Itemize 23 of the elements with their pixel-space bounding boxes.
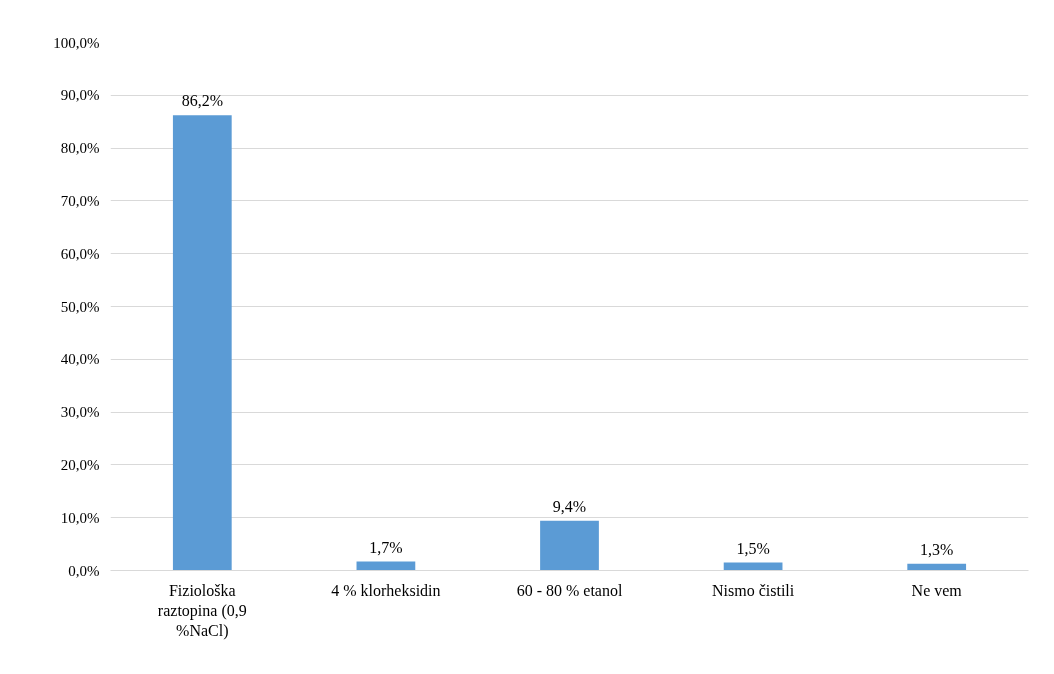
bar [172,115,232,571]
data-label: 86,2% [181,92,223,110]
y-tick-label: 90,0% [60,87,100,104]
x-tick-label: Fiziološka raztopina (0,9 %NaCl) [157,581,247,641]
y-tick-label: 10,0% [60,509,100,526]
bar [540,520,599,571]
x-tick-label: 60 - 80 % etanol [516,581,623,599]
y-tick-label: 0,0% [68,562,100,579]
x-tick-label: Ne vem [911,581,963,599]
y-tick-label: 70,0% [60,192,100,209]
data-label: 9,4% [552,497,587,515]
y-tick-label: 100,0% [53,34,100,51]
y-tick-label: 20,0% [60,456,100,473]
y-tick-label: 50,0% [60,298,100,315]
y-tick-label: 30,0% [60,404,100,421]
y-tick-label: 60,0% [60,245,100,262]
data-label: 1,7% [369,538,403,556]
x-tick-label: 4 % klorheksidin [331,581,441,599]
data-label: 1,3% [920,540,954,558]
y-tick-label: 80,0% [60,140,100,157]
y-tick-label: 40,0% [60,351,100,368]
x-tick-label: Nismo čistili [711,581,795,599]
data-label: 1,5% [736,539,770,557]
